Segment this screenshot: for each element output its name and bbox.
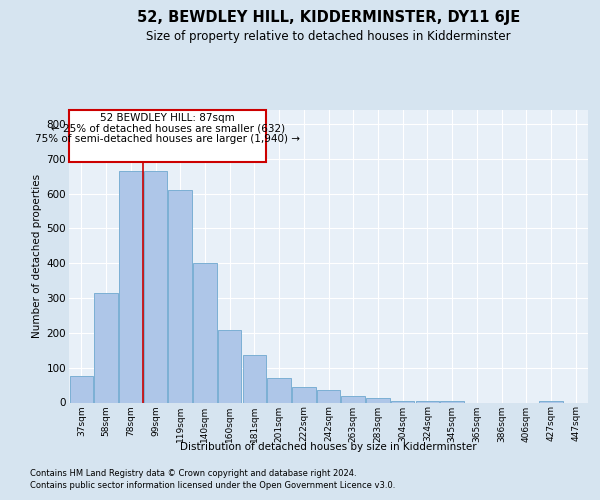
Bar [268,378,291,402]
Text: Size of property relative to detached houses in Kidderminster: Size of property relative to detached ho… [146,30,511,43]
Text: ← 25% of detached houses are smaller (632): ← 25% of detached houses are smaller (63… [51,123,285,133]
Bar [366,398,389,402]
Bar [292,387,316,402]
Text: 52 BEWDLEY HILL: 87sqm: 52 BEWDLEY HILL: 87sqm [100,112,235,122]
Bar [94,293,118,403]
Bar [144,171,167,402]
Bar [317,390,340,402]
Bar [391,401,415,402]
Bar [119,171,143,402]
Bar [242,356,266,403]
Text: Contains HM Land Registry data © Crown copyright and database right 2024.: Contains HM Land Registry data © Crown c… [30,470,356,478]
Bar [440,401,464,402]
Bar [341,396,365,402]
Text: Contains public sector information licensed under the Open Government Licence v3: Contains public sector information licen… [30,482,395,490]
Bar [193,263,217,402]
Text: 52, BEWDLEY HILL, KIDDERMINSTER, DY11 6JE: 52, BEWDLEY HILL, KIDDERMINSTER, DY11 6J… [137,10,520,25]
FancyBboxPatch shape [70,110,266,162]
Y-axis label: Number of detached properties: Number of detached properties [32,174,43,338]
Bar [416,401,439,402]
Bar [218,330,241,402]
Bar [539,401,563,402]
Bar [70,376,93,402]
Bar [169,190,192,402]
Text: Distribution of detached houses by size in Kidderminster: Distribution of detached houses by size … [181,442,477,452]
Text: 75% of semi-detached houses are larger (1,940) →: 75% of semi-detached houses are larger (… [35,134,301,143]
